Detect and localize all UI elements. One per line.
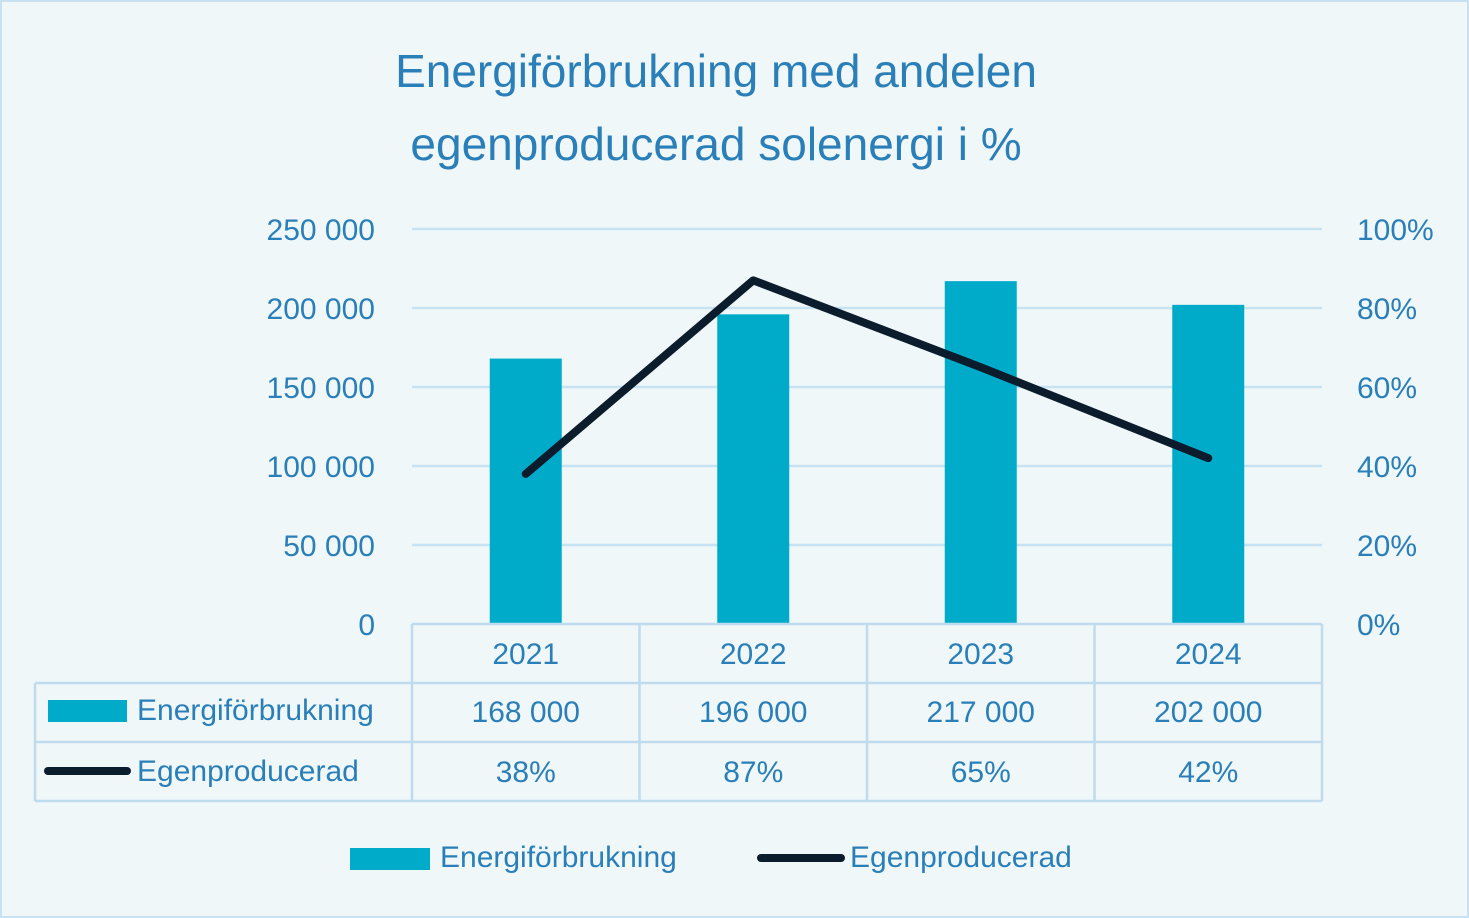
- table-cell-share: 38%: [496, 756, 556, 789]
- gridlines: [412, 227, 1322, 547]
- data-table: 2021 2022 2023 2024 168 000 196 000 217 000 202…: [33, 622, 1324, 803]
- y-axis-left: 0 50 000 100 000 150 000 200 000 250 000: [267, 214, 375, 642]
- y-right-tick-label: 20%: [1357, 530, 1417, 563]
- table-cell-energy: 168 000: [472, 696, 580, 729]
- y-right-tick-label: 100%: [1357, 214, 1434, 247]
- y-right-tick-label: 60%: [1357, 372, 1417, 405]
- table-cell-share: 42%: [1178, 756, 1238, 789]
- legend-swatch-bar: [350, 848, 430, 870]
- y-right-tick-label: 0%: [1357, 609, 1400, 642]
- y-left-tick-label: 50 000: [283, 530, 375, 563]
- x-tick-label: 2021: [492, 638, 559, 671]
- y-axis-right: 0% 20% 40% 60% 80% 100%: [1357, 214, 1434, 642]
- bar-series: [489, 281, 1245, 624]
- line-series: [521, 276, 1213, 478]
- y-left-tick-label: 250 000: [267, 214, 375, 247]
- chart-title: Energiförbrukning med andelen egenproduc…: [395, 45, 1037, 170]
- table-cell-share: 65%: [951, 756, 1011, 789]
- bar: [489, 358, 562, 624]
- y-right-tick-label: 80%: [1357, 293, 1417, 326]
- table-cell-energy: 202 000: [1154, 696, 1262, 729]
- legend-label-energy: Energiförbrukning: [440, 841, 677, 874]
- title-line-1: Energiförbrukning med andelen: [395, 45, 1037, 97]
- title-line-2: egenproducerad solenergi i %: [410, 118, 1021, 170]
- table-cell-energy: 217 000: [927, 696, 1035, 729]
- table-row-header-share: Egenproducerad: [137, 755, 359, 788]
- line-point: [524, 472, 527, 475]
- line-point: [752, 279, 755, 282]
- table-cell-energy: 196 000: [699, 696, 807, 729]
- y-left-tick-label: 200 000: [267, 293, 375, 326]
- y-left-tick-label: 100 000: [267, 451, 375, 484]
- legend: Energiförbrukning Egenproducerad: [350, 841, 1072, 874]
- line-point: [1207, 457, 1210, 460]
- x-tick-label: 2024: [1175, 638, 1242, 671]
- legend-label-share: Egenproducerad: [850, 841, 1072, 874]
- line-point: [979, 366, 982, 369]
- bar: [944, 281, 1017, 624]
- series-line: [521, 276, 1213, 478]
- x-tick-label: 2023: [947, 638, 1014, 671]
- bar: [1172, 304, 1245, 624]
- table-key-bar: [48, 700, 127, 722]
- bar: [717, 314, 790, 624]
- y-left-tick-label: 0: [358, 609, 375, 642]
- x-tick-label: 2022: [720, 638, 787, 671]
- table-cell-share: 87%: [723, 756, 783, 789]
- y-right-tick-label: 40%: [1357, 451, 1417, 484]
- table-row-header-energy: Energiförbrukning: [137, 694, 374, 727]
- y-left-tick-label: 150 000: [267, 372, 375, 405]
